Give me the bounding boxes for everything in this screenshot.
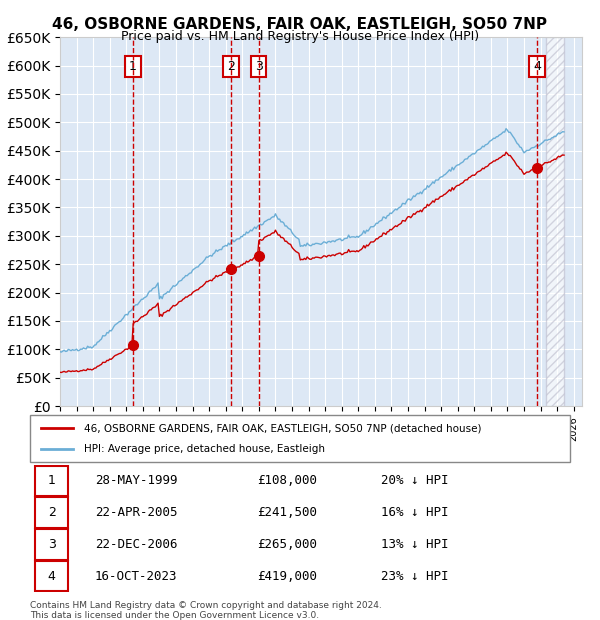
Text: 4: 4 [533, 60, 541, 73]
FancyBboxPatch shape [35, 466, 68, 496]
Text: £419,000: £419,000 [257, 570, 317, 583]
FancyBboxPatch shape [35, 561, 68, 591]
Text: 28-MAY-1999: 28-MAY-1999 [95, 474, 178, 487]
Text: 13% ↓ HPI: 13% ↓ HPI [381, 538, 449, 551]
FancyBboxPatch shape [35, 497, 68, 528]
Text: Contains HM Land Registry data © Crown copyright and database right 2024.: Contains HM Land Registry data © Crown c… [30, 601, 382, 611]
Text: £241,500: £241,500 [257, 506, 317, 519]
FancyBboxPatch shape [30, 415, 570, 462]
FancyBboxPatch shape [35, 529, 68, 560]
Text: 1: 1 [129, 60, 137, 73]
Text: 1: 1 [47, 474, 56, 487]
Text: 20% ↓ HPI: 20% ↓ HPI [381, 474, 449, 487]
Text: 22-APR-2005: 22-APR-2005 [95, 506, 178, 519]
Text: HPI: Average price, detached house, Eastleigh: HPI: Average price, detached house, East… [84, 444, 325, 454]
Text: 16% ↓ HPI: 16% ↓ HPI [381, 506, 449, 519]
Text: 46, OSBORNE GARDENS, FAIR OAK, EASTLEIGH, SO50 7NP: 46, OSBORNE GARDENS, FAIR OAK, EASTLEIGH… [53, 17, 548, 32]
Text: Price paid vs. HM Land Registry's House Price Index (HPI): Price paid vs. HM Land Registry's House … [121, 30, 479, 43]
Text: 23% ↓ HPI: 23% ↓ HPI [381, 570, 449, 583]
Text: 3: 3 [254, 60, 262, 73]
Text: This data is licensed under the Open Government Licence v3.0.: This data is licensed under the Open Gov… [30, 611, 319, 620]
Text: 46, OSBORNE GARDENS, FAIR OAK, EASTLEIGH, SO50 7NP (detached house): 46, OSBORNE GARDENS, FAIR OAK, EASTLEIGH… [84, 423, 482, 433]
Text: 4: 4 [47, 570, 56, 583]
Text: 3: 3 [47, 538, 56, 551]
Text: 16-OCT-2023: 16-OCT-2023 [95, 570, 178, 583]
Text: £265,000: £265,000 [257, 538, 317, 551]
Text: £108,000: £108,000 [257, 474, 317, 487]
Text: 22-DEC-2006: 22-DEC-2006 [95, 538, 178, 551]
Text: 2: 2 [227, 60, 235, 73]
Text: 2: 2 [47, 506, 56, 519]
